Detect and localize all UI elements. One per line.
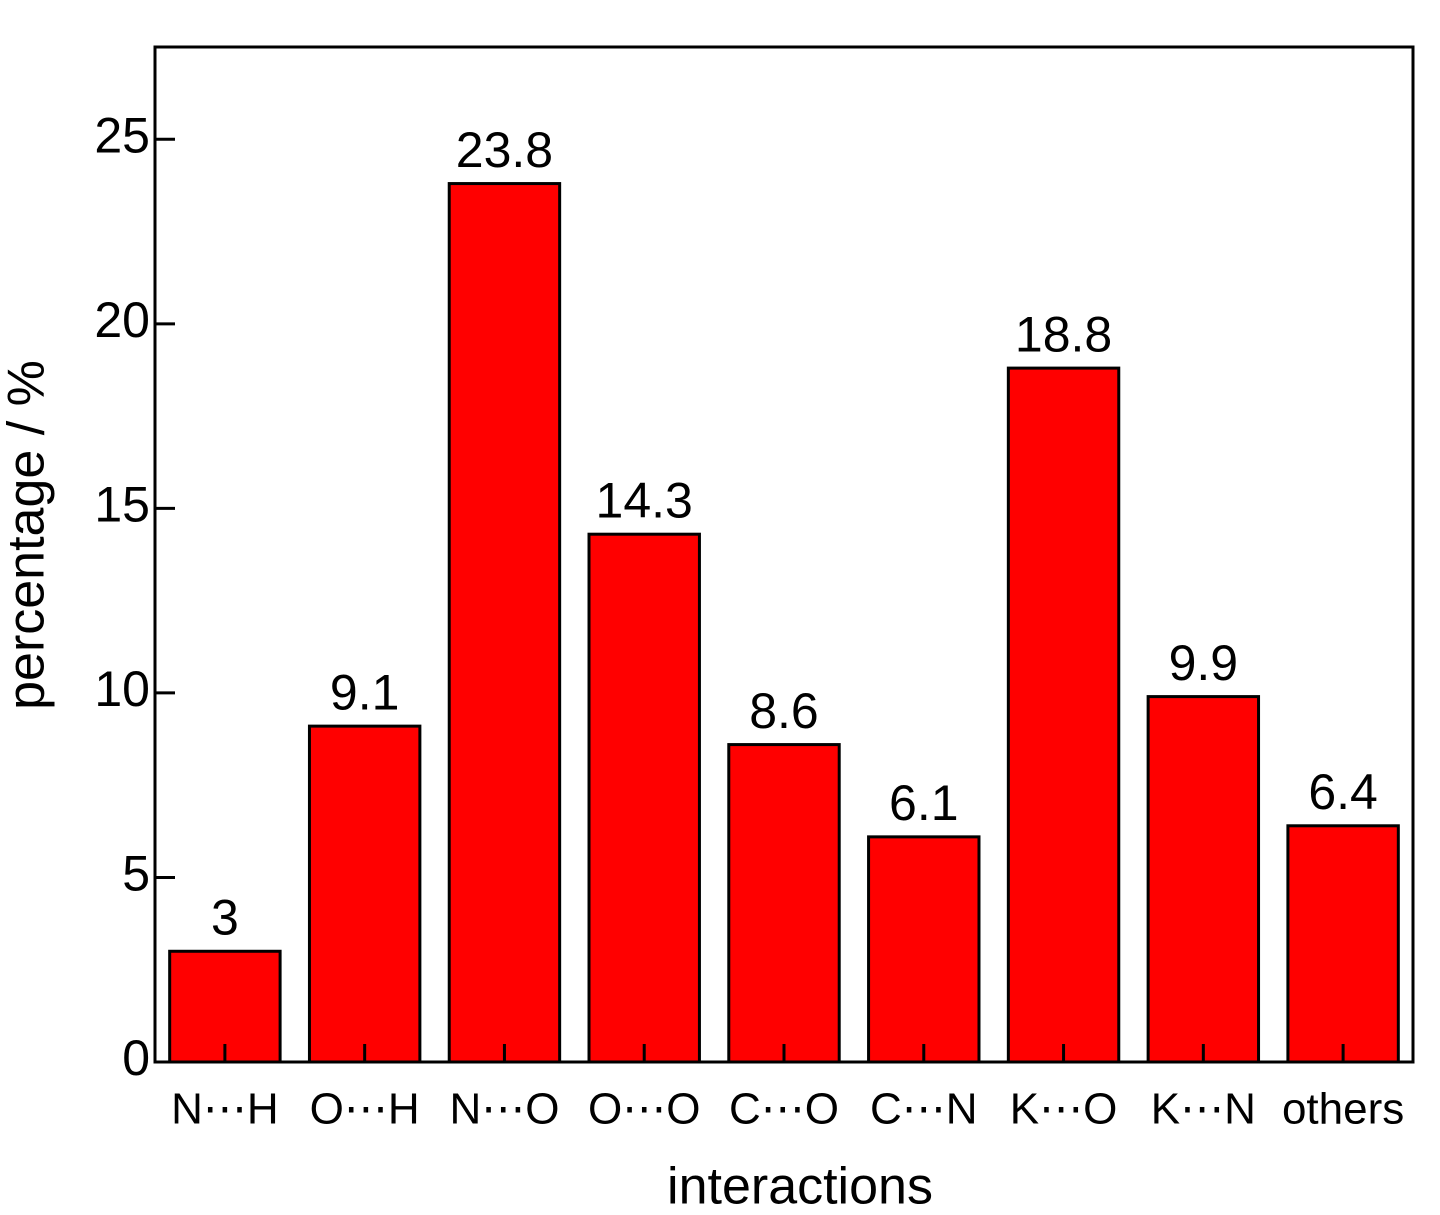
plot-frame: [153, 45, 1415, 1064]
value-label: 3: [211, 889, 239, 945]
bar: [1006, 366, 1121, 1064]
bar: [867, 835, 981, 1064]
x-tick-label: O⋯H: [310, 1085, 420, 1134]
value-label: 9.1: [330, 664, 400, 720]
bar: [1286, 824, 1400, 1064]
bar: [307, 724, 422, 1064]
x-tick-label: N⋯O: [449, 1085, 559, 1134]
value-label: 18.8: [1015, 306, 1112, 362]
value-label: 8.6: [749, 683, 819, 739]
y-axis-title: percentage / %: [0, 360, 56, 710]
x-tick-label: C⋯O: [729, 1085, 839, 1134]
x-tick-label: K⋯O: [1010, 1085, 1118, 1134]
x-tick-label: others: [1282, 1085, 1404, 1134]
y-tick-label: 20: [94, 292, 150, 348]
bar: [587, 532, 701, 1064]
y-tick-label: 10: [94, 661, 150, 717]
bar: [727, 743, 841, 1064]
x-tick-label: O⋯O: [588, 1085, 700, 1134]
y-tick-label: 5: [122, 846, 150, 902]
y-tick-label: 0: [122, 1030, 150, 1086]
bar: [168, 949, 282, 1064]
y-tick-label: 15: [94, 477, 150, 533]
x-tick-label: C⋯N: [870, 1085, 978, 1134]
value-label: 9.9: [1169, 635, 1239, 691]
x-tick-label: K⋯N: [1151, 1085, 1256, 1134]
x-tick-label: N⋯H: [171, 1085, 279, 1134]
value-label: 23.8: [456, 122, 553, 178]
value-label: 6.1: [889, 775, 959, 831]
bar: [447, 182, 562, 1064]
value-label: 14.3: [596, 472, 693, 528]
y-tick-label: 25: [94, 107, 150, 163]
x-axis-title: interactions: [667, 1158, 933, 1215]
bar: [1146, 695, 1261, 1064]
value-label: 6.4: [1308, 764, 1378, 820]
